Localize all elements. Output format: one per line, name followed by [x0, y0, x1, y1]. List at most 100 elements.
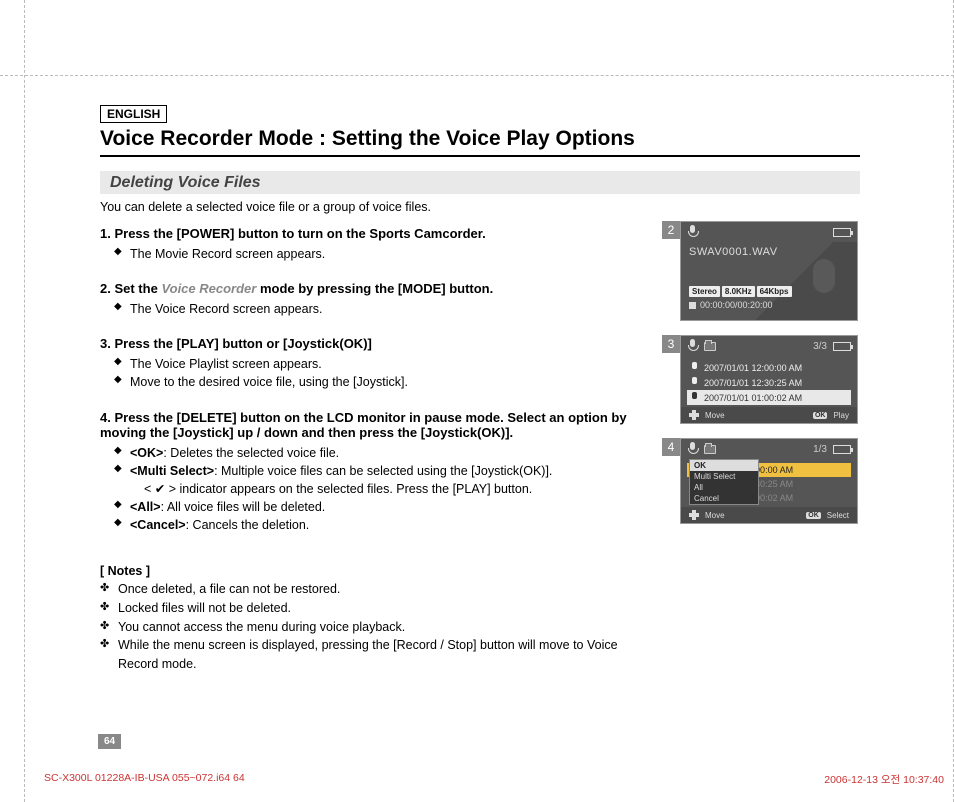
mic-icon — [687, 442, 698, 456]
content-area: ENGLISH Voice Recorder Mode : Setting th… — [100, 105, 860, 674]
screen-number-badge: 3 — [662, 335, 680, 353]
lcd-top-bar: 3/3 — [681, 336, 857, 356]
step-sub-item: Move to the desired voice file, using th… — [100, 373, 630, 391]
step-number: 4. — [100, 410, 111, 425]
folder-icon — [704, 445, 716, 454]
screens-column: 2 SWAV0001.WAV Stereo 8.0KHz 64Kbps — [662, 221, 860, 538]
note-item: You cannot access the menu during voice … — [100, 618, 660, 637]
lcd-display: 3/3 2007/01/01 12:00:00 AM 2007/01/01 12… — [680, 335, 858, 424]
intro-text: You can delete a selected voice file or … — [100, 200, 860, 214]
counter-text: 3/3 — [813, 341, 827, 352]
lcd-body: 2007/01/01 12:00:00 AM 2007/01/01 12:30:… — [681, 356, 857, 407]
row-text: 2007/01/01 12:30:25 AM — [704, 378, 802, 388]
ok-icon: OK — [806, 512, 821, 519]
subsection-title: Deleting Voice Files — [100, 174, 261, 192]
option-text: : Cancels the deletion. — [186, 518, 310, 532]
counter-text: 1/3 — [813, 444, 827, 455]
note-item: Locked files will not be deleted. — [100, 599, 660, 618]
filename-text: SWAV0001.WAV — [689, 246, 778, 258]
step-sub-item: The Voice Record screen appears. — [100, 300, 630, 318]
screen-3: 3 3/3 2007/01/01 12:00:00 AM 2007/01/01 … — [662, 335, 860, 424]
voice-file-icon — [690, 377, 699, 388]
option-text: < ✔ > indicator appears on the selected … — [144, 482, 532, 496]
playlist-row: 2007/01/01 12:30:25 AM — [687, 375, 851, 390]
screen-number-badge: 2 — [662, 221, 680, 239]
step-4: 4. Press the [DELETE] button on the LCD … — [100, 410, 630, 535]
screen-4: 4 1/3 2007/01/01 12:00:00 AM 2007/01/01 … — [662, 438, 860, 524]
steps-list: 1. Press the [POWER] button to turn on t… — [100, 226, 630, 534]
time-text: 00:00:00/00:20:00 — [700, 300, 773, 310]
step-sub-list: The Voice Playlist screen appears. Move … — [100, 355, 630, 391]
manual-page: ENGLISH Voice Recorder Mode : Setting th… — [0, 0, 954, 802]
row-text: 2007/01/01 01:00:02 AM — [704, 393, 802, 403]
voice-file-icon — [690, 362, 699, 373]
language-badge: ENGLISH — [100, 105, 167, 123]
option-text: : Deletes the selected voice file. — [163, 446, 339, 460]
notes-heading: [ Notes ] — [100, 564, 860, 578]
playlist-row: 2007/01/01 12:00:00 AM — [687, 360, 851, 375]
dpad-icon — [689, 510, 699, 520]
menu-item-cancel: Cancel — [690, 493, 758, 504]
step-head: 2. Set the Voice Recorder mode by pressi… — [100, 281, 630, 296]
step-option: <OK>: Deletes the selected voice file. — [100, 444, 630, 462]
lcd-display: 1/3 2007/01/01 12:00:00 AM 2007/01/01 12… — [680, 438, 858, 524]
stop-icon — [689, 302, 696, 309]
step-title: Press the [DELETE] button on the LCD mon… — [100, 410, 627, 440]
footer-left: SC-X300L 01228A-IB-USA 055~072.i64 64 — [44, 772, 245, 787]
step-head: 3. Press the [PLAY] button or [Joystick(… — [100, 336, 630, 351]
step-title: Press the [PLAY] button or [Joystick(OK)… — [114, 336, 371, 351]
mic-icon — [687, 225, 698, 239]
foot-select-label: Select — [827, 511, 849, 520]
ok-icon: OK — [813, 412, 828, 419]
time-display: 00:00:00/00:20:00 — [689, 300, 773, 310]
lcd-top-bar: 1/3 — [681, 439, 857, 459]
playlist-row-selected: 2007/01/01 01:00:02 AM — [687, 390, 851, 405]
section-title: Voice Recorder Mode : Setting the Voice … — [100, 127, 860, 157]
folder-icon — [704, 342, 716, 351]
step-1: 1. Press the [POWER] button to turn on t… — [100, 226, 630, 263]
page-number: 64 — [98, 734, 121, 749]
voice-file-icon — [690, 392, 699, 403]
lcd-top-bar — [681, 222, 857, 242]
lcd-footer: Move OK Select — [681, 507, 857, 523]
step-title-pre: Set the — [114, 281, 161, 296]
menu-item-all: All — [690, 482, 758, 493]
row-text: 2007/01/01 12:00:00 AM — [704, 363, 802, 373]
dpad-icon — [689, 410, 699, 420]
footer-right: 2006-12-13 오전 10:37:40 — [824, 772, 944, 787]
lcd-footer: Move OKPlay — [681, 407, 857, 423]
step-title-mode: Voice Recorder — [161, 281, 256, 296]
battery-icon — [833, 228, 851, 237]
badge-kbps: 64Kbps — [757, 286, 792, 297]
menu-item-ok: OK — [690, 460, 758, 471]
option-text: : Multiple voice files can be selected u… — [214, 464, 552, 478]
note-item: While the menu screen is displayed, pres… — [100, 636, 660, 674]
step-number: 2. — [100, 281, 111, 296]
step-sub-item: The Voice Playlist screen appears. — [100, 355, 630, 373]
step-number: 3. — [100, 336, 111, 351]
lcd-body: 2007/01/01 12:00:00 AM 2007/01/01 12:30:… — [681, 459, 857, 507]
badge-stereo: Stereo — [689, 286, 720, 297]
foot-move-label: Move — [705, 411, 725, 420]
step-sub-list: The Movie Record screen appears. — [100, 245, 630, 263]
step-option: <All>: All voice files will be deleted. — [100, 498, 630, 516]
option-text: : All voice files will be deleted. — [161, 500, 326, 514]
step-head: 1. Press the [POWER] button to turn on t… — [100, 226, 630, 241]
option-key: <Cancel> — [130, 518, 186, 532]
option-key: <Multi Select> — [130, 464, 214, 478]
menu-item-multi: Multi Select — [690, 471, 758, 482]
mic-icon — [687, 339, 698, 353]
step-option: <Cancel>: Cancels the deletion. — [100, 516, 630, 534]
step-option-cont: < ✔ > indicator appears on the selected … — [100, 480, 630, 498]
step-head: 4. Press the [DELETE] button on the LCD … — [100, 410, 630, 440]
step-options-list: <OK>: Deletes the selected voice file. <… — [100, 444, 630, 535]
foot-move-label: Move — [705, 511, 725, 520]
subsection-bar: Deleting Voice Files — [100, 171, 860, 194]
print-footer: SC-X300L 01228A-IB-USA 055~072.i64 64 20… — [44, 772, 944, 787]
badge-khz: 8.0KHz — [722, 286, 755, 297]
lcd-display: SWAV0001.WAV Stereo 8.0KHz 64Kbps 00:00:… — [680, 221, 858, 321]
crop-mark-left — [24, 0, 25, 802]
step-title: Press the [POWER] button to turn on the … — [114, 226, 485, 241]
notes-list: Once deleted, a file can not be restored… — [100, 580, 660, 674]
step-sub-list: The Voice Record screen appears. — [100, 300, 630, 318]
